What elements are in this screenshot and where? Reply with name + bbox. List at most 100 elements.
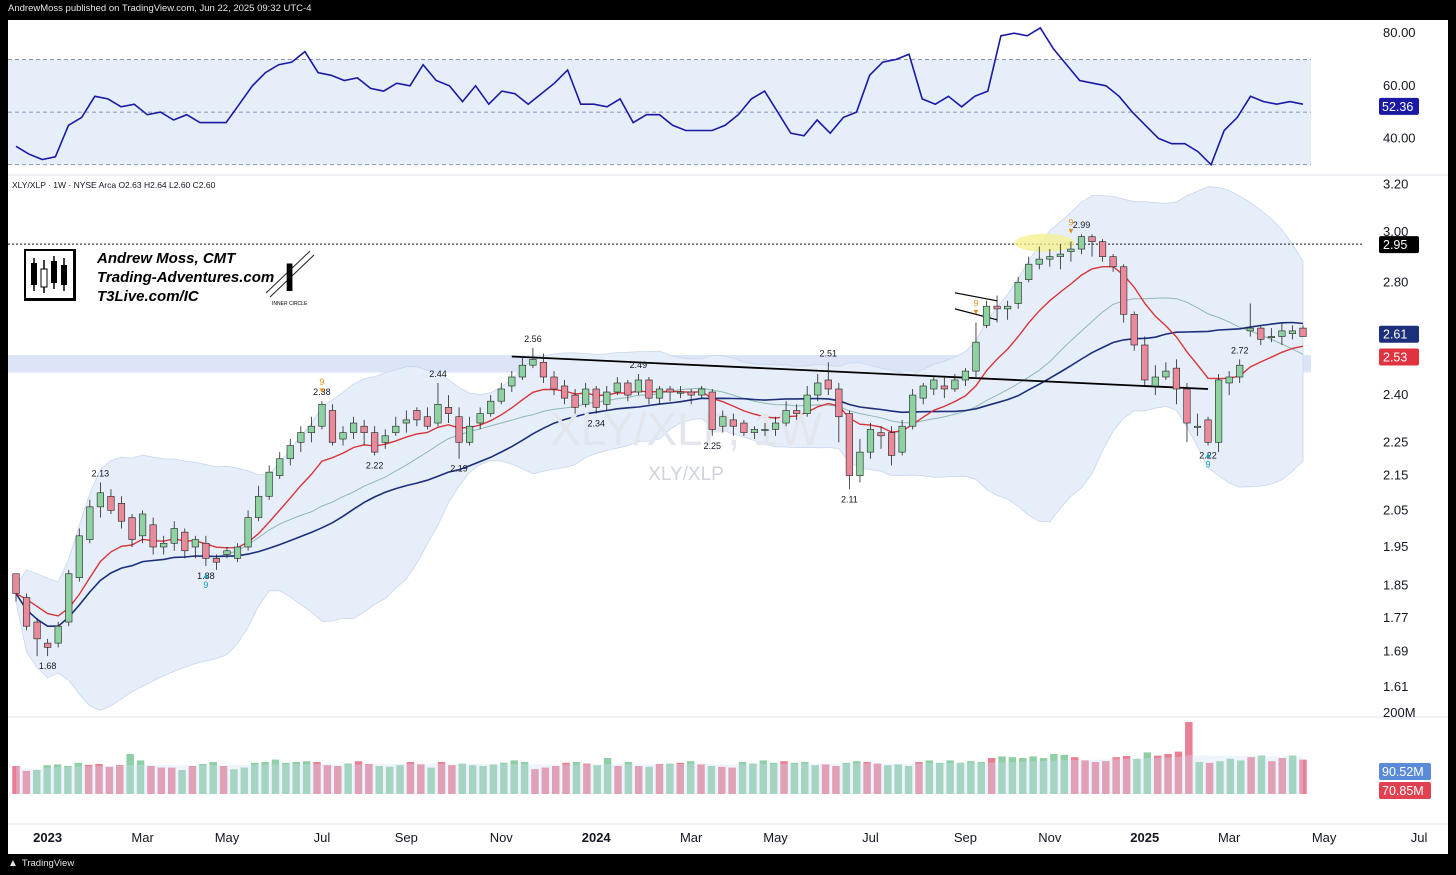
volume-bar xyxy=(417,764,425,794)
volume-bar xyxy=(167,767,176,794)
volume-bar xyxy=(520,762,529,794)
candle-body xyxy=(65,573,73,623)
candle-body xyxy=(1120,266,1128,315)
volume-bar xyxy=(593,765,601,794)
candle-body xyxy=(877,432,885,437)
volume-bar xyxy=(935,762,944,794)
candle-body xyxy=(582,388,590,405)
volume-last-up: 90.52M xyxy=(1382,765,1424,779)
price-annotation: 2.13 xyxy=(92,468,110,478)
price-tick-label: 2.05 xyxy=(1383,502,1408,517)
volume-bar xyxy=(769,762,778,794)
candle-body xyxy=(1162,370,1170,378)
candle-body xyxy=(170,528,178,544)
price-annotation: 2.49 xyxy=(630,360,648,370)
volume-bar xyxy=(572,762,581,794)
resistance-price-badge xyxy=(1379,236,1419,254)
candle-body xyxy=(455,416,463,443)
candle-body xyxy=(634,379,642,393)
volume-bar xyxy=(863,762,871,794)
time-axis-label: May xyxy=(1312,830,1337,845)
candlestick-logo-icon xyxy=(24,249,76,301)
branding-block: Andrew Moss, CMT Trading-Adventures.com … xyxy=(24,249,324,309)
watermark-small: XLY/XLP xyxy=(648,464,724,485)
candle-body xyxy=(139,513,147,537)
volume-bar xyxy=(1185,722,1193,794)
time-axis-label: 2024 xyxy=(582,830,612,845)
candle-body xyxy=(1077,236,1086,250)
volume-bar xyxy=(780,761,788,794)
candle-body xyxy=(1035,258,1043,265)
highlight-ellipse xyxy=(1014,233,1075,252)
volume-bar xyxy=(832,766,840,794)
candle-body xyxy=(571,394,579,408)
volume-bar xyxy=(1091,762,1100,794)
candle-body xyxy=(708,391,716,430)
price-tick-label: 3.00 xyxy=(1383,224,1408,239)
volume-bar xyxy=(852,761,861,794)
price-annotation: 2.44 xyxy=(429,369,447,379)
candle-body xyxy=(993,305,1001,310)
candle-body xyxy=(212,558,221,563)
candle-body xyxy=(497,388,505,402)
candle-body xyxy=(96,492,104,508)
rsi-line xyxy=(15,26,1304,167)
ma-fast-price-badge xyxy=(1379,348,1419,366)
volume-tick-label: 200M xyxy=(1383,705,1416,720)
price-tick-label: 1.85 xyxy=(1383,578,1408,593)
setup-arrow-icon: ▼ xyxy=(1067,227,1075,236)
chart-canvas[interactable]: 80.00 60.00 40.00 52.36 XLY/XLP · 1W · NYSE … xyxy=(8,20,1448,854)
price-tick-label: 1.77 xyxy=(1383,610,1408,625)
candle-body xyxy=(1004,305,1012,310)
volume-bar xyxy=(1008,757,1017,794)
candle-body xyxy=(603,391,611,405)
price-annotation: 2.72 xyxy=(1231,345,1249,355)
candle-body xyxy=(761,429,769,431)
volume-bar xyxy=(728,767,736,794)
candle-body xyxy=(1151,376,1159,387)
price-annotation: 2.22 xyxy=(1199,451,1217,461)
volume-bar xyxy=(292,762,300,794)
author-t3: T3Live.com/IC xyxy=(97,288,199,305)
volume-bar xyxy=(635,766,643,794)
candle-body xyxy=(244,517,252,548)
bollinger-band xyxy=(15,186,1304,711)
volume-bar xyxy=(676,762,684,794)
volume-bar xyxy=(199,764,207,794)
volume-bar xyxy=(84,764,93,794)
volume-bar xyxy=(645,766,653,794)
volume-bar xyxy=(759,760,768,794)
trendline xyxy=(511,355,1209,390)
setup-count: 9 xyxy=(319,377,324,387)
candle-body xyxy=(866,429,875,453)
volume-bar xyxy=(157,767,166,794)
volume-bar xyxy=(510,760,518,794)
setup-count: 9 xyxy=(1068,218,1073,228)
price-annotation: 2.99 xyxy=(1073,220,1091,230)
volume-bar xyxy=(894,764,902,794)
volume-bar xyxy=(22,770,31,794)
candle-body xyxy=(771,422,780,430)
volume-bar xyxy=(811,765,819,794)
volume-bar xyxy=(686,761,695,794)
candle-body xyxy=(824,379,832,390)
candle-body xyxy=(487,400,495,414)
volume-bar xyxy=(956,762,965,794)
candle-body xyxy=(613,382,621,393)
volume-bar xyxy=(396,765,404,794)
volume-badge xyxy=(1379,782,1431,799)
volume-bar xyxy=(541,767,550,794)
price-tick-label: 2.80 xyxy=(1383,274,1408,289)
volume-bar xyxy=(915,762,923,794)
rsi-tick-label: 80.00 xyxy=(1383,25,1416,40)
candle-body xyxy=(286,445,294,460)
volume-bar xyxy=(105,766,114,794)
candle-body xyxy=(845,413,853,476)
volume-bar xyxy=(126,754,134,794)
price-annotation: 2.25 xyxy=(703,441,721,451)
volume-bar xyxy=(697,764,705,794)
volume-bar xyxy=(531,769,539,794)
published-header: AndrewMoss published on TradingView.com,… xyxy=(8,3,312,14)
volume-bar xyxy=(998,756,1006,794)
